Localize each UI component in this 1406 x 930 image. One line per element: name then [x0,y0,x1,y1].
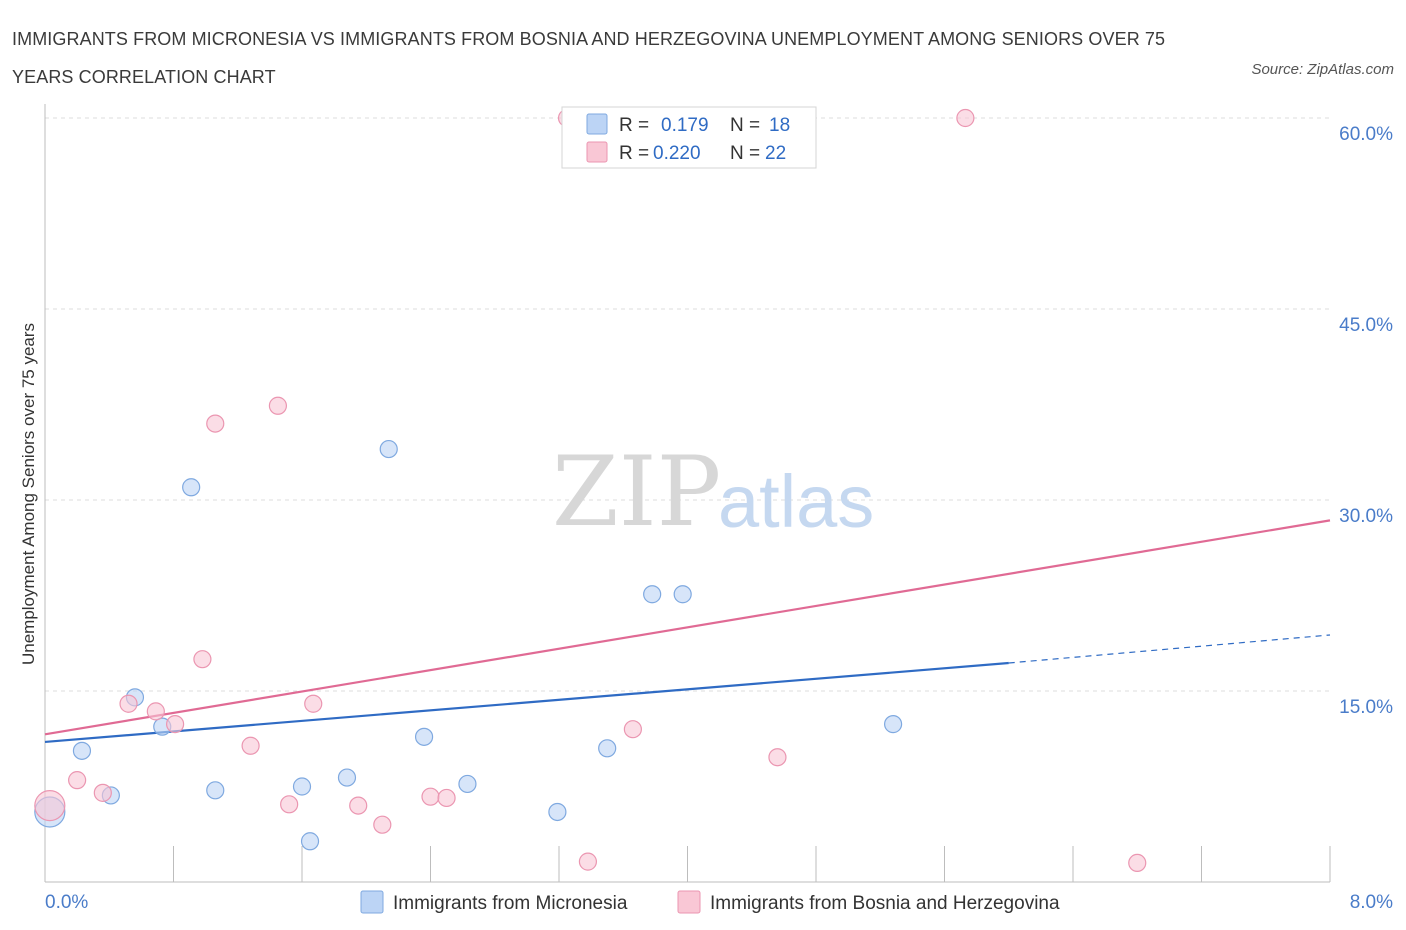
data-point-micronesia [643,585,662,604]
data-point-bosnia [68,771,87,790]
trend-line-micronesia [44,661,1009,744]
data-point-bosnia [623,720,642,739]
data-point-micronesia [300,832,320,851]
legend-n-value: 22 [765,143,786,164]
chart-title: IMMIGRANTS FROM MICRONESIA VS IMMIGRANTS… [12,29,1166,87]
legend-r-value: 0.179 [661,115,709,136]
data-point-micronesia [414,727,434,746]
data-point-bosnia [304,694,323,713]
bottom-legend-label-bosnia[interactable]: Immigrants from Bosnia and Herzegovina [710,893,1060,914]
data-point-bosnia [280,795,299,814]
trend-line-micronesia-extension [1008,634,1331,664]
y-tick-label: 45.0% [1339,315,1393,336]
source-label: Source: ZipAtlas.com [1251,61,1394,78]
data-point-micronesia [883,715,903,734]
points-layer [34,108,1147,873]
data-point-micronesia [72,741,92,760]
bottom-legend-label-micronesia[interactable]: Immigrants from Micronesia [393,893,628,914]
data-point-bosnia [956,108,975,128]
trend-layer [44,519,1331,744]
data-point-bosnia [578,852,598,871]
legend-n-label: N = [730,115,760,136]
top-legend: R = 0.179 N = 18 R = 0.220 N = 22 [561,106,817,169]
data-point-bosnia [349,796,368,815]
data-point-bosnia [34,789,66,822]
data-point-bosnia [241,736,260,755]
legend-n-value: 18 [769,115,790,136]
y-tick-label: 60.0% [1339,124,1393,145]
bottom-legend-swatch-blue[interactable] [360,890,384,914]
data-point-micronesia [673,585,692,604]
data-point-bosnia [193,650,212,669]
data-point-bosnia [768,748,787,767]
legend-r-label: R = [619,143,649,164]
data-point-micronesia [337,768,357,787]
data-point-bosnia [1128,853,1147,873]
x-tick-label: 0.0% [45,892,88,913]
trend-line-bosnia [44,519,1331,736]
data-point-bosnia [166,715,185,734]
data-point-micronesia [206,781,225,800]
legend-r-label: R = [619,115,649,136]
bottom-legend: Immigrants from Micronesia Immigrants fr… [360,890,1060,914]
watermark: ZIP atlas [552,436,874,548]
y-tick-label: 30.0% [1339,506,1393,527]
data-point-bosnia [119,694,138,713]
x-tick-label: 8.0% [1350,892,1393,913]
y-axis-title: Unemployment Among Seniors over 75 years [19,323,38,665]
watermark-atlas: atlas [718,460,874,543]
tick-labels: 15.0% 30.0% 45.0% 60.0% 0.0% 8.0% [45,124,1393,913]
grid-layer [45,117,1330,692]
bottom-legend-swatch-pink[interactable] [677,890,701,914]
data-point-bosnia [206,414,225,433]
data-point-micronesia [548,802,567,822]
data-point-bosnia [268,396,288,415]
y-tick-label: 15.0% [1339,697,1393,718]
data-point-micronesia [182,478,201,497]
data-point-bosnia [373,815,392,834]
axis-layer [44,104,1331,883]
data-point-bosnia [93,783,112,802]
watermark-zip: ZIP [552,436,721,548]
legend-swatch-pink [586,141,608,163]
data-point-bosnia [437,788,456,808]
data-point-micronesia [292,777,312,796]
legend-n-label: N = [730,143,760,164]
data-point-micronesia [458,774,477,794]
data-point-micronesia [379,439,398,459]
legend-r-value: 0.220 [653,143,701,164]
data-point-micronesia [598,739,617,758]
legend-swatch-blue [586,113,608,135]
data-point-bosnia [146,702,165,721]
data-point-bosnia [421,787,440,806]
